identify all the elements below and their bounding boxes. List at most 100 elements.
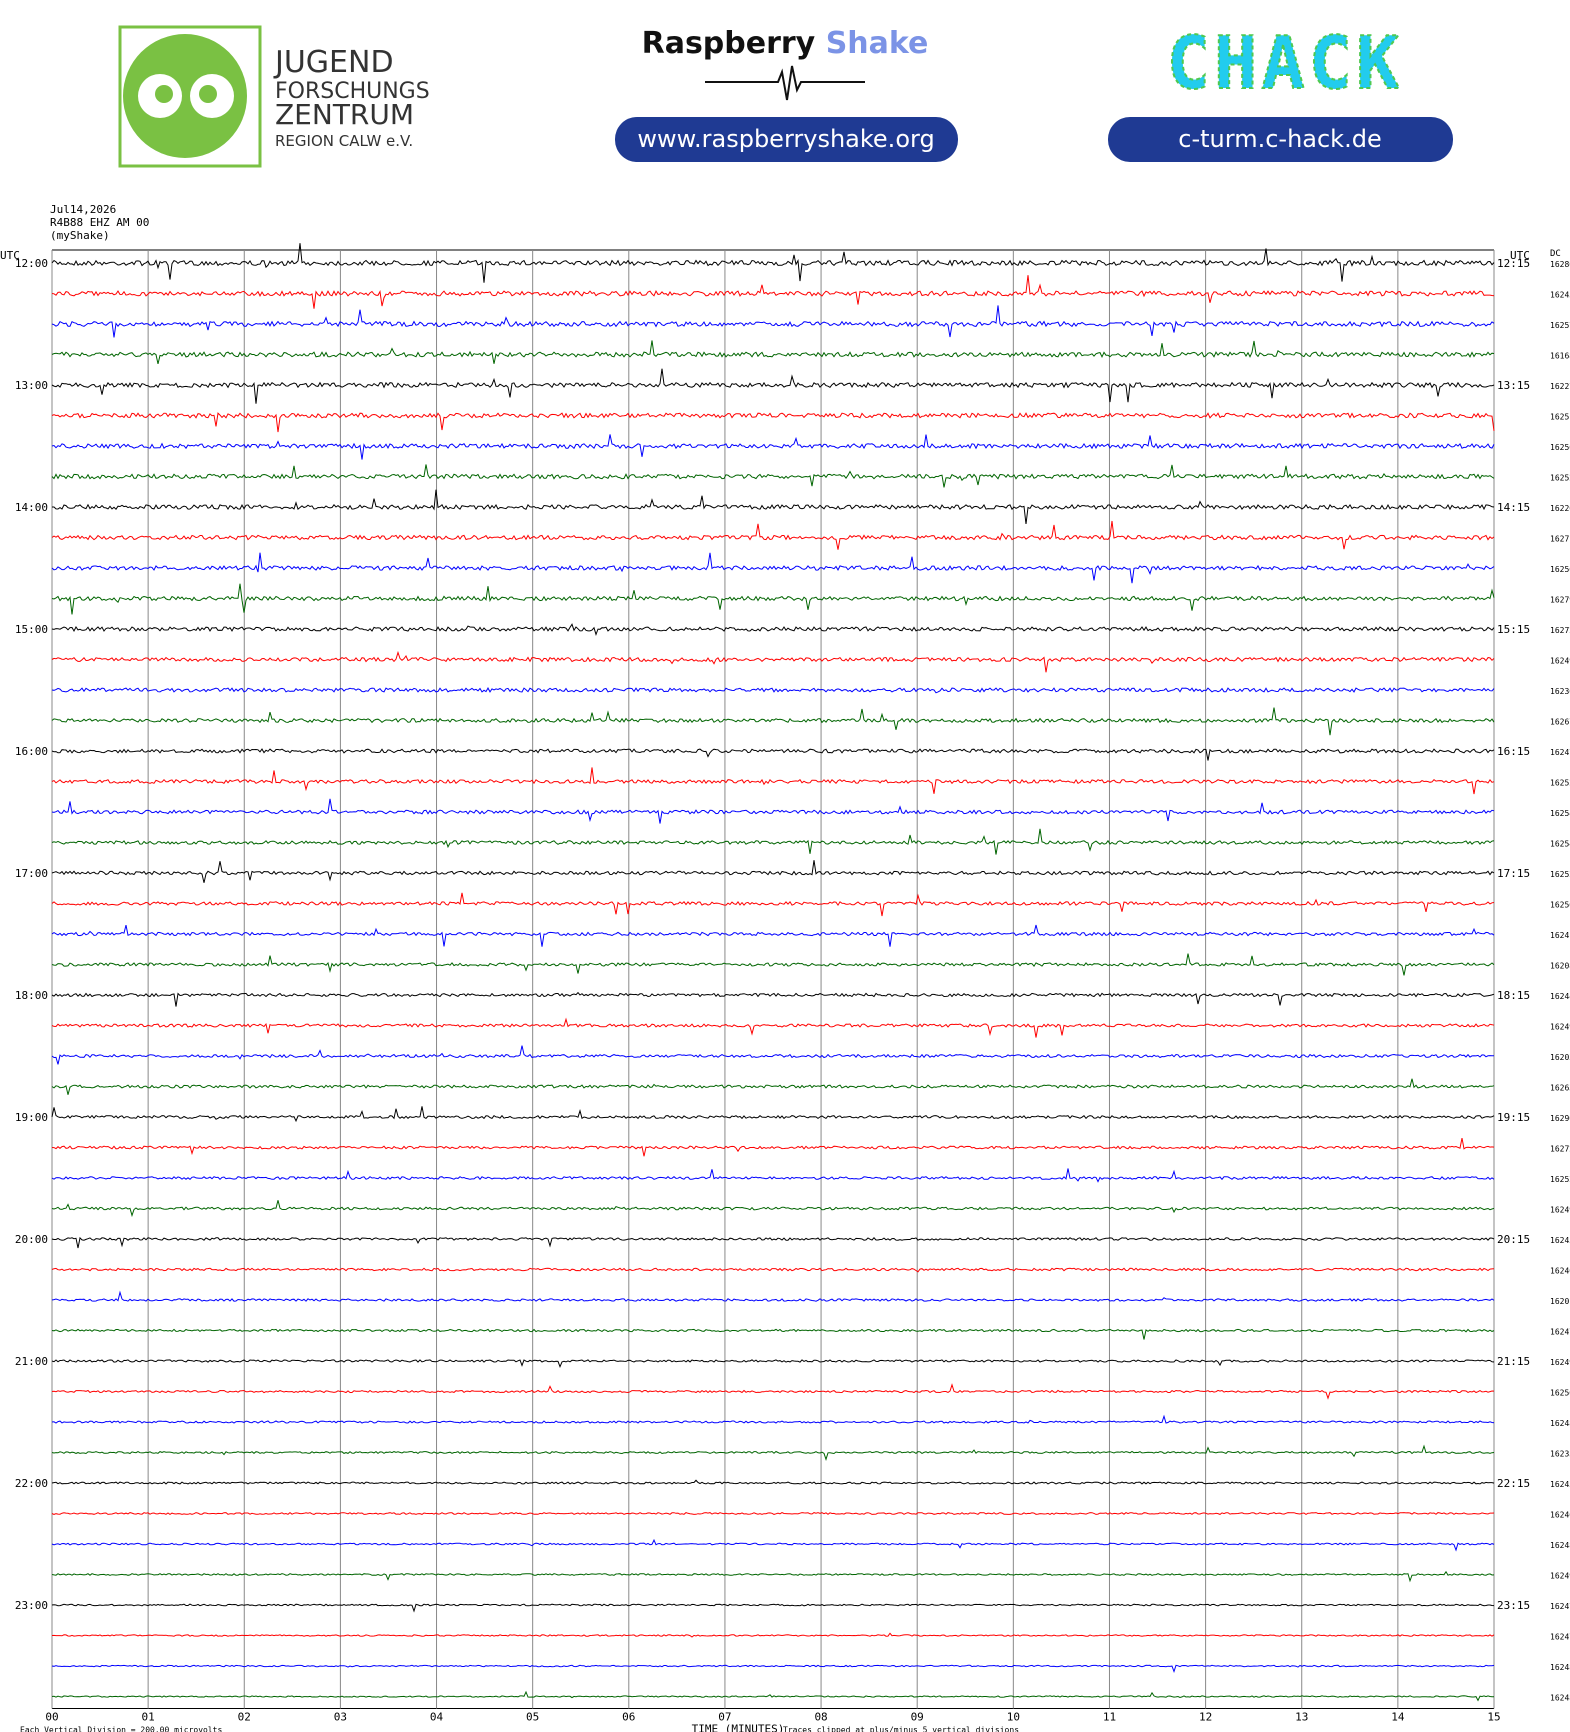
dc-value: 16257 [1550,321,1570,330]
left-time: 22:00 [15,1477,48,1490]
chack-url[interactable]: c-turm.c-hack.de [1178,125,1381,153]
left-time: 20:00 [15,1233,48,1246]
left-time: 23:00 [15,1599,48,1612]
trace [51,1383,1495,1400]
dc-value: 16240 [1550,1267,1570,1276]
dc-value: 16252 [1550,779,1570,788]
trace [51,687,1495,694]
x-tick-label: 05 [526,1711,539,1724]
trace [51,707,1495,736]
x-tick-label: 04 [430,1711,444,1724]
jfz-text: JUGEND [273,45,394,80]
right-time: 18:15 [1497,989,1530,1002]
dc-value: 16249 [1550,657,1570,666]
trace [51,243,1495,283]
dc-value: 16248 [1550,1663,1570,1672]
chack-pill[interactable] [1108,117,1453,162]
x-tick-label: 02 [238,1711,251,1724]
dc-value: 16249 [1550,1206,1570,1215]
jfz-text: FORSCHUNGS [275,79,430,104]
trace [51,991,1495,1007]
x-tick-label: 12 [1199,1711,1212,1724]
left-time: 14:00 [15,501,48,514]
trace [51,892,1495,917]
trace [51,1290,1495,1302]
trace [51,1017,1495,1038]
dc-value: 16286 [1550,260,1570,269]
dc-value: 16247 [1550,1328,1570,1337]
dc-value: 16248 [1550,1694,1570,1703]
dc-value: 16247 [1550,1633,1570,1642]
dc-value: 16252 [1550,870,1570,879]
x-tick-label: 03 [334,1711,347,1724]
dc-value: 16279 [1550,596,1570,605]
dc-value: 16263 [1550,1084,1570,1093]
left-time: 12:00 [15,257,48,270]
trace [51,1328,1495,1340]
dc-value: 16248 [1550,1541,1570,1550]
footer-right: Traces clipped at plus/minus 5 vertical … [783,1726,1019,1732]
trace [51,1138,1495,1157]
trace [51,924,1495,947]
right-time: 23:15 [1497,1599,1530,1612]
right-time: 15:15 [1497,623,1530,636]
left-time: 13:00 [15,379,48,392]
dc-value: 16252 [1550,474,1570,483]
jfz-text: ZENTRUM [275,98,414,131]
left-time: 19:00 [15,1111,48,1124]
trace [51,798,1495,824]
right-time: 12:15 [1497,257,1530,270]
logo-frame [118,25,262,168]
dc-value: 16203 [1550,1053,1570,1062]
rs-url[interactable]: www.raspberryshake.org [637,125,934,153]
right-unit: UTC [1510,249,1530,262]
trace [51,1444,1495,1461]
x-tick-label: 13 [1295,1711,1308,1724]
dc-value: 16272 [1550,626,1570,635]
dc-value: 16252 [1550,1175,1570,1184]
right-time: 17:15 [1497,867,1530,880]
rs-name: Raspberry Shake [642,26,929,61]
rs-name-2: Shake [826,26,929,61]
dc-value: 16235 [1550,1450,1570,1459]
trace [51,1414,1495,1424]
dc-value: 16227 [1550,382,1570,391]
dc-value: 16247 [1550,1602,1570,1611]
trace [51,275,1495,309]
x-tick-label: 01 [142,1711,155,1724]
dc-value: 16267 [1550,718,1570,727]
trace [51,1106,1495,1123]
right-time: 22:15 [1497,1477,1530,1490]
trace [51,1045,1495,1065]
dc-value: 16254 [1550,809,1570,818]
trace [51,1603,1495,1613]
trace [51,623,1495,636]
owl-pupil [199,85,217,103]
x-tick-label: 09 [911,1711,924,1724]
trace [51,860,1495,883]
trace [51,583,1495,615]
left-time: 15:00 [15,623,48,636]
trace [51,1359,1495,1369]
right-time: 16:15 [1497,745,1530,758]
dc-value: 16290 [1550,1114,1570,1123]
trace [51,368,1495,404]
rs-wave [705,65,865,101]
right-time: 21:15 [1497,1355,1530,1368]
rs-name-1: Raspberry [642,26,816,61]
dc-value: 16272 [1550,1145,1570,1154]
dc-value: 16245 [1550,1236,1570,1245]
trace [51,1267,1495,1273]
trace [51,340,1495,365]
x-tick-label: 07 [718,1711,731,1724]
dc-value: 16248 [1550,1419,1570,1428]
rs-pill[interactable] [615,117,958,162]
jfz-logo: JUGEND FORSCHUNGS ZENTRUM REGION CALW e.… [118,25,430,168]
right-time: 14:15 [1497,501,1530,514]
left-time: 18:00 [15,989,48,1002]
